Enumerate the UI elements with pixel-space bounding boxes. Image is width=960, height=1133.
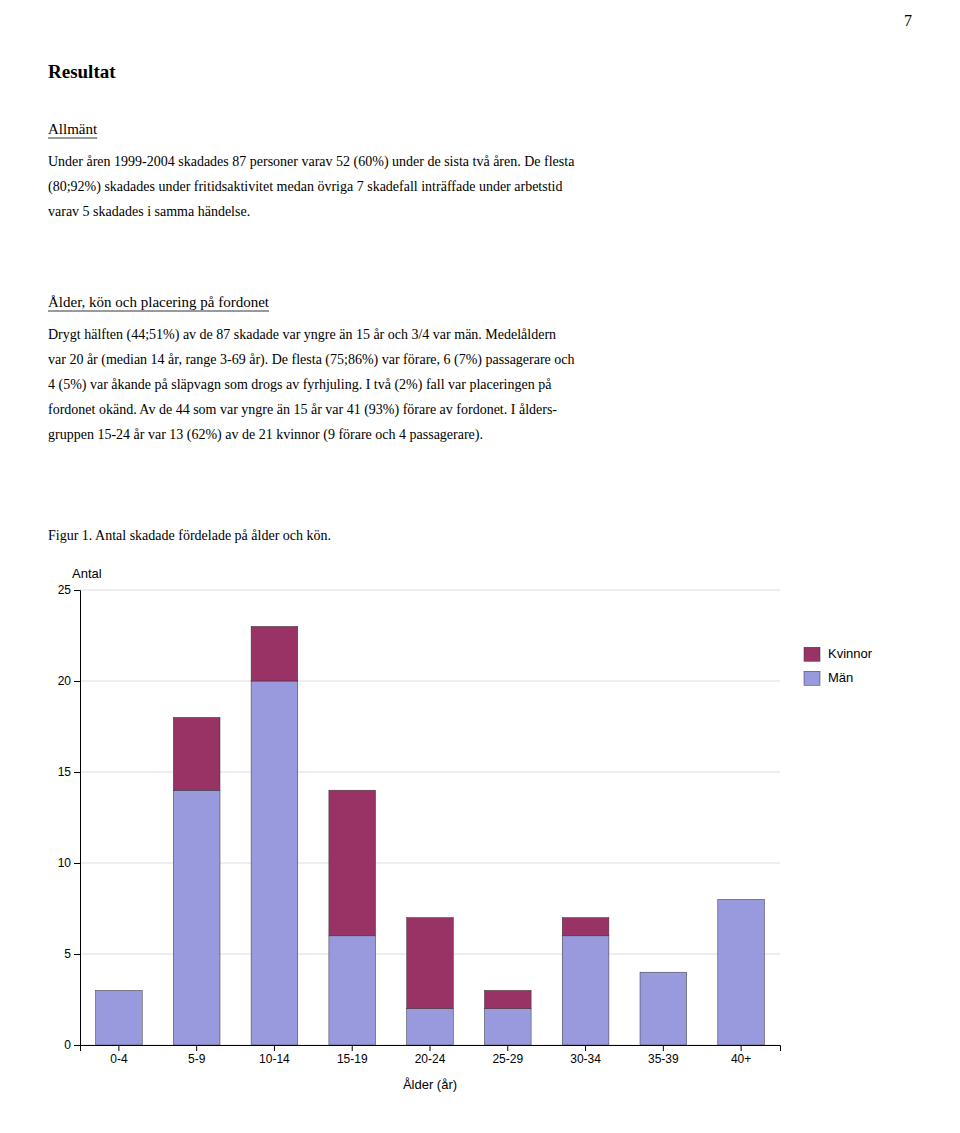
legend: Kvinnor Män — [804, 646, 873, 685]
bar — [562, 936, 609, 1045]
tick-mark — [74, 954, 80, 955]
bar — [640, 972, 687, 973]
bar — [96, 990, 143, 1045]
tick: 20-24 — [415, 1045, 446, 1066]
bar — [640, 972, 687, 1045]
tick-label: 35-39 — [648, 1052, 679, 1066]
tick-mark — [74, 590, 80, 591]
underline — [48, 138, 97, 139]
bar — [96, 990, 143, 991]
page: 7 Resultat Allmänt Under åren 1999-2004 ska… — [0, 0, 960, 1133]
bar — [484, 1009, 531, 1045]
tick: 25 — [58, 583, 80, 597]
bar — [329, 936, 376, 1045]
legend-swatch — [804, 647, 820, 661]
bar — [718, 899, 765, 900]
tick-label: 40+ — [731, 1052, 751, 1066]
grid-line — [80, 681, 780, 682]
bar — [329, 790, 376, 936]
tick: 10 — [58, 856, 80, 870]
tick: 35-39 — [648, 1045, 679, 1066]
bar — [562, 918, 609, 936]
paragraph-line: 4 (5%) var åkande på släpvagn som drogs … — [48, 377, 552, 393]
tick-label: 5 — [64, 947, 71, 961]
tick: 10-14 — [259, 1045, 290, 1066]
paragraph-line: fordonet okänd. Av de 44 som var yngre ä… — [48, 402, 557, 418]
chart-title: Figur 1. Antal skadade fördelade på ålde… — [48, 528, 331, 543]
section-heading: Allmänt — [48, 121, 98, 137]
tick-mark — [74, 1045, 80, 1046]
tick-mark — [74, 681, 80, 682]
tick: 5-9 — [188, 1045, 206, 1066]
legend-item: Kvinnor — [804, 646, 873, 661]
tick: 15-19 — [337, 1045, 368, 1066]
tick-label: 25-29 — [492, 1052, 523, 1066]
tick-label: 5-9 — [188, 1052, 206, 1066]
y-axis-title: Antal — [72, 566, 102, 581]
tick-mark — [663, 1045, 664, 1051]
paragraph-line: Drygt hälften (44;51%) av de 87 skadade … — [48, 327, 556, 343]
bar — [718, 899, 765, 1045]
paragraph-line: (80;92%) skadades under fritidsaktivitet… — [48, 179, 562, 195]
section-heading: Ålder, kön och placering på fordonet — [48, 294, 270, 310]
paragraph-line: varav 5 skadades i samma händelse. — [48, 204, 250, 219]
tick-mark — [507, 1045, 508, 1051]
tick-label: 15-19 — [337, 1052, 368, 1066]
page-number: 7 — [904, 12, 912, 29]
x-axis-title: Ålder (år) — [403, 1077, 457, 1092]
paragraph-line: Under åren 1999-2004 skadades 87 persone… — [48, 154, 575, 170]
legend-item: Män — [804, 670, 853, 685]
tick-label: 20 — [58, 674, 72, 688]
bar — [173, 717, 220, 790]
tick-label: 20-24 — [415, 1052, 446, 1066]
legend-label: Kvinnor — [828, 646, 873, 661]
bars — [96, 626, 765, 1045]
tick-label: 0 — [64, 1038, 71, 1052]
axis-line — [81, 1046, 781, 1052]
bar — [173, 790, 220, 1045]
grid-line — [80, 590, 780, 591]
tick: 25-29 — [492, 1045, 523, 1066]
tick-mark — [118, 1045, 119, 1051]
axis-line — [74, 591, 81, 1046]
bar — [251, 626, 298, 681]
tick-mark — [74, 863, 80, 864]
tick-label: 15 — [58, 765, 72, 779]
heading: Resultat — [48, 61, 116, 82]
tick: 15 — [58, 765, 80, 779]
bar — [484, 990, 531, 1008]
paragraph-line: gruppen 15-24 år var 13 (62%) av de 21 k… — [48, 427, 483, 443]
tick-mark — [741, 1045, 742, 1051]
tick: 0-4 — [110, 1045, 128, 1066]
tick: 5 — [64, 947, 80, 961]
tick: 20 — [58, 674, 80, 688]
tick-label: 10-14 — [259, 1052, 290, 1066]
tick-mark — [352, 1045, 353, 1051]
y-axis: 0 5 10 15 20 25 — [58, 583, 81, 1052]
legend-label: Män — [828, 670, 853, 685]
bar — [407, 1009, 454, 1045]
legend-swatch — [804, 671, 820, 685]
tick-label: 0-4 — [110, 1052, 128, 1066]
bar — [407, 918, 454, 1009]
tick-mark — [430, 1045, 431, 1051]
tick-label: 25 — [58, 583, 72, 597]
bar — [251, 681, 298, 1045]
tick-mark — [196, 1045, 197, 1051]
tick-mark — [74, 772, 80, 773]
tick: 30-34 — [570, 1045, 601, 1066]
tick: 0 — [64, 1038, 80, 1052]
underline — [48, 311, 269, 312]
tick-mark — [274, 1045, 275, 1051]
x-axis: 0-4 5-9 10-14 15-19 20-24 25-29 30-34 35-39 40+ — [81, 1045, 781, 1066]
tick-mark — [585, 1045, 586, 1051]
tick-label: 10 — [58, 856, 72, 870]
tick-label: 30-34 — [570, 1052, 601, 1066]
tick: 40+ — [731, 1045, 751, 1066]
grid — [80, 590, 780, 1045]
chart: 0-45-910-1415-1920-2425-2930-3435-3940+0… — [58, 566, 873, 1092]
paragraph-line: var 20 år (median 14 år, range 3-69 år).… — [48, 352, 575, 368]
